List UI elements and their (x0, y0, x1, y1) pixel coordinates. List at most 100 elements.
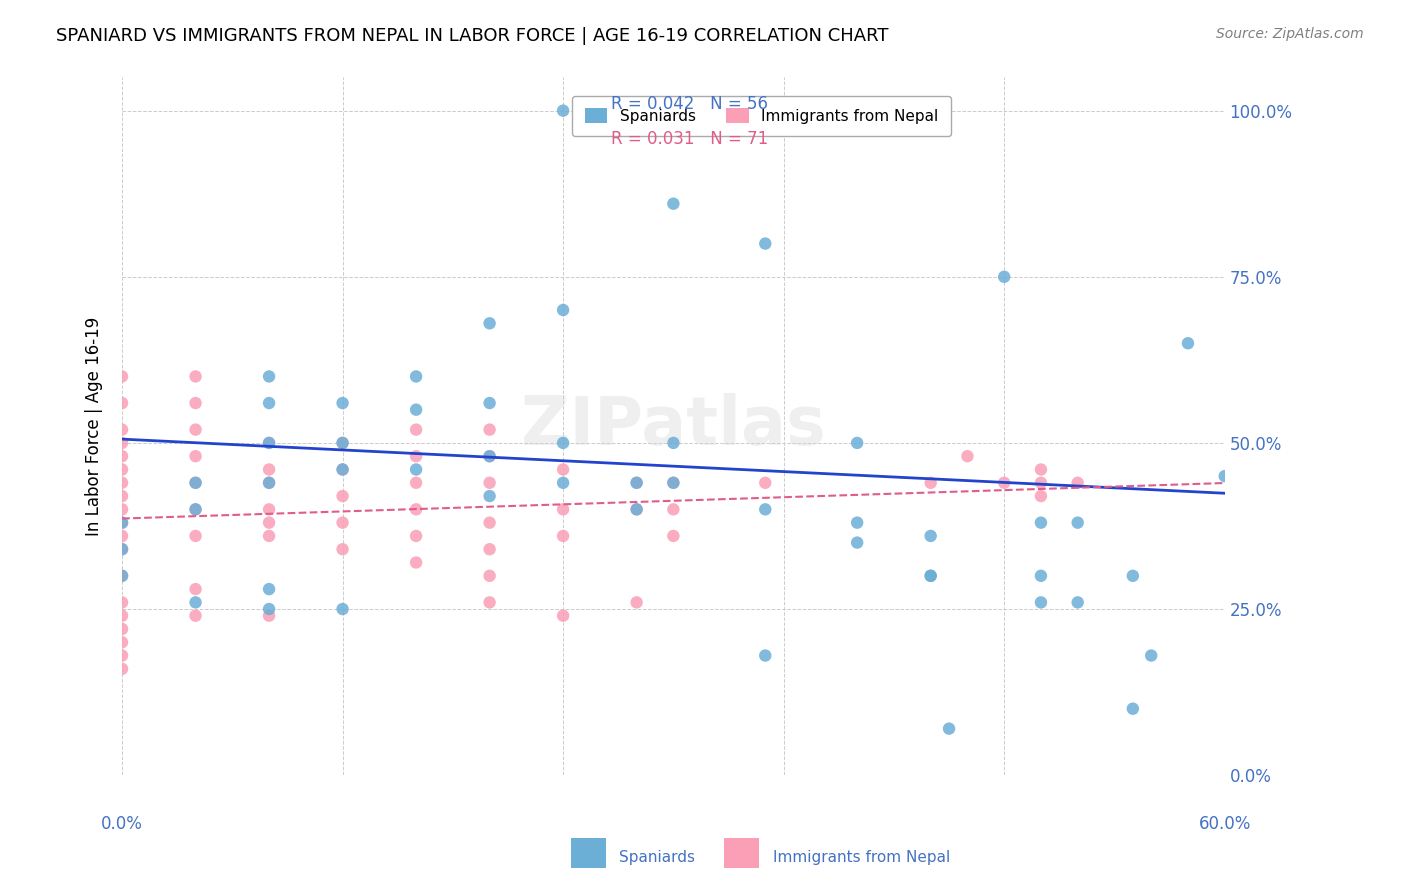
Point (111, 396, 134, 410)
Point (332, 396, 354, 410)
Point (553, 436, 575, 450)
Point (184, 449, 207, 463)
Point (920, 475, 942, 490)
Point (662, 436, 685, 450)
Point (956, 449, 979, 463)
Point (553, 303, 575, 318)
Point (938, 722, 960, 736)
Point (662, 475, 685, 490)
Point (478, 423, 501, 437)
Point (920, 529, 942, 543)
Point (662, 475, 685, 490)
Point (332, 542, 354, 557)
Point (257, 369, 280, 384)
Y-axis label: In Labor Force | Age 16-19: In Labor Force | Age 16-19 (86, 317, 103, 536)
Point (111, 542, 134, 557)
Point (626, 475, 648, 490)
Point (1122, 569, 1144, 583)
Point (111, 502, 134, 516)
Point (993, 475, 1015, 490)
Point (111, 608, 134, 623)
Point (478, 516, 501, 530)
Point (1140, 648, 1163, 663)
Point (1066, 516, 1088, 530)
Point (332, 436, 354, 450)
Point (405, 502, 427, 516)
Point (1066, 475, 1088, 490)
Point (754, 103, 776, 118)
Point (478, 449, 501, 463)
Point (184, 582, 207, 596)
Point (405, 475, 427, 490)
Point (993, 269, 1015, 284)
Point (332, 602, 354, 616)
Text: 0.0%: 0.0% (101, 815, 143, 833)
Point (111, 569, 134, 583)
Point (626, 502, 648, 516)
Point (111, 622, 134, 636)
Point (257, 475, 280, 490)
Point (1029, 475, 1052, 490)
Point (111, 475, 134, 490)
Point (1213, 469, 1236, 483)
Point (626, 475, 648, 490)
Text: R = 0.042   N = 56: R = 0.042 N = 56 (610, 95, 768, 112)
Point (332, 489, 354, 503)
Point (662, 103, 685, 118)
Point (754, 648, 776, 663)
FancyBboxPatch shape (571, 838, 606, 868)
Point (184, 608, 207, 623)
Point (111, 449, 134, 463)
Text: ZIPatlas: ZIPatlas (522, 393, 825, 459)
Point (553, 475, 575, 490)
Point (1066, 595, 1088, 609)
Point (111, 369, 134, 384)
Point (111, 462, 134, 476)
Point (111, 516, 134, 530)
Point (405, 556, 427, 570)
Point (111, 529, 134, 543)
Point (257, 516, 280, 530)
Text: Spaniards: Spaniards (619, 850, 695, 865)
Point (332, 462, 354, 476)
Point (754, 236, 776, 251)
Text: Source: ZipAtlas.com: Source: ZipAtlas.com (1216, 27, 1364, 41)
Point (332, 436, 354, 450)
Point (662, 196, 685, 211)
Point (553, 103, 575, 118)
Point (257, 436, 280, 450)
Point (332, 516, 354, 530)
Point (111, 542, 134, 557)
Point (111, 635, 134, 649)
Point (257, 502, 280, 516)
Point (1029, 595, 1052, 609)
Point (405, 423, 427, 437)
Point (405, 529, 427, 543)
Point (553, 608, 575, 623)
Point (111, 662, 134, 676)
Point (257, 475, 280, 490)
Point (553, 502, 575, 516)
Point (184, 502, 207, 516)
Point (184, 475, 207, 490)
Text: R = 0.031   N = 71: R = 0.031 N = 71 (610, 129, 768, 148)
Point (1122, 702, 1144, 716)
Point (184, 475, 207, 490)
Point (184, 423, 207, 437)
Point (257, 608, 280, 623)
Point (846, 535, 869, 549)
Point (111, 516, 134, 530)
Point (257, 582, 280, 596)
Point (478, 489, 501, 503)
Point (405, 369, 427, 384)
Point (478, 316, 501, 330)
Point (257, 436, 280, 450)
Point (111, 648, 134, 663)
Point (111, 595, 134, 609)
Point (1029, 516, 1052, 530)
Point (1177, 336, 1199, 351)
Point (478, 595, 501, 609)
Point (184, 396, 207, 410)
Point (405, 449, 427, 463)
Point (257, 602, 280, 616)
